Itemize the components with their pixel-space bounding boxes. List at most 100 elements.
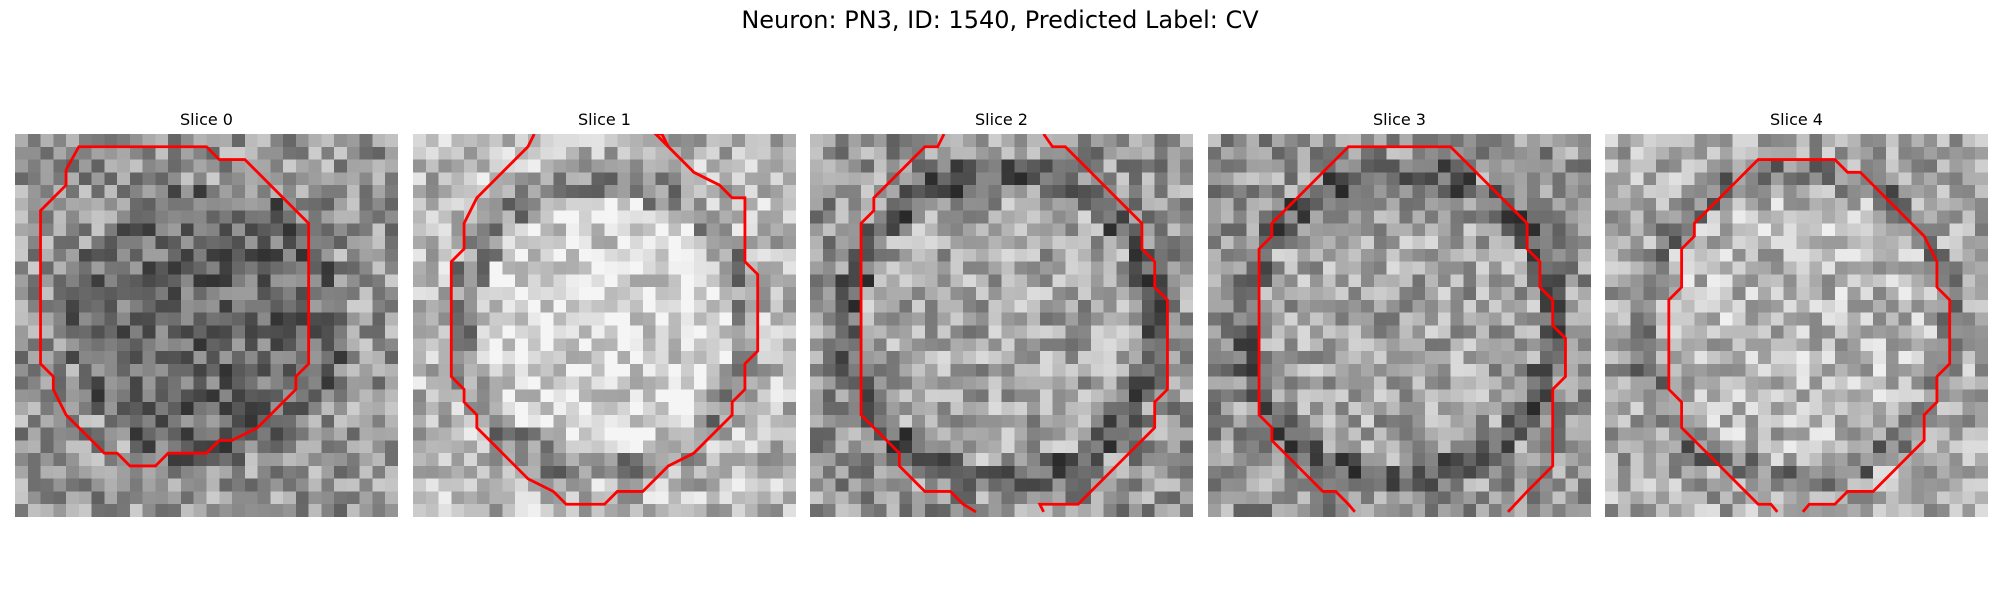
pixel xyxy=(668,198,681,211)
pixel xyxy=(976,274,989,287)
pixel xyxy=(1835,287,1848,300)
pixel xyxy=(1669,185,1682,198)
pixel xyxy=(413,377,426,390)
pixel xyxy=(477,389,490,402)
pixel xyxy=(207,274,220,287)
pixel xyxy=(1297,453,1310,466)
pixel xyxy=(1387,479,1400,492)
pixel xyxy=(707,198,720,211)
pixel xyxy=(1835,466,1848,479)
slice-panel-3: Slice 3 xyxy=(1208,110,1591,520)
pixel xyxy=(719,287,732,300)
pixel xyxy=(477,402,490,415)
pixel xyxy=(15,300,28,313)
pixel xyxy=(1234,364,1247,377)
pixel xyxy=(1707,172,1720,185)
pixel xyxy=(1797,479,1810,492)
pixel xyxy=(1950,351,1963,364)
pixel xyxy=(515,479,528,492)
pixel xyxy=(1540,351,1553,364)
pixel xyxy=(232,313,245,326)
pixel xyxy=(451,453,464,466)
pixel xyxy=(1848,134,1861,147)
pixel xyxy=(426,211,439,224)
pixel xyxy=(347,300,360,313)
pixel xyxy=(1374,223,1387,236)
pixel xyxy=(963,172,976,185)
pixel xyxy=(1246,364,1259,377)
pixel xyxy=(1438,147,1451,160)
pixel xyxy=(579,377,592,390)
pixel xyxy=(1848,338,1861,351)
pixel xyxy=(1745,262,1758,275)
pixel xyxy=(925,147,938,160)
pixel xyxy=(912,236,925,249)
pixel xyxy=(553,453,566,466)
pixel xyxy=(1234,287,1247,300)
pixel xyxy=(1374,236,1387,249)
pixel xyxy=(976,262,989,275)
pixel xyxy=(207,223,220,236)
pixel xyxy=(1975,453,1988,466)
pixel xyxy=(360,300,373,313)
pixel xyxy=(770,326,783,339)
pixel xyxy=(1014,185,1027,198)
pixel xyxy=(1553,236,1566,249)
pixel xyxy=(1259,287,1272,300)
pixel xyxy=(219,377,232,390)
pixel xyxy=(283,134,296,147)
pixel xyxy=(1720,326,1733,339)
pixel xyxy=(1950,428,1963,441)
pixel xyxy=(887,274,900,287)
pixel xyxy=(1618,160,1631,173)
pixel xyxy=(1221,440,1234,453)
pixel xyxy=(1234,134,1247,147)
pixel xyxy=(668,415,681,428)
pixel xyxy=(643,160,656,173)
pixel xyxy=(79,262,92,275)
pixel xyxy=(477,415,490,428)
pixel xyxy=(528,440,541,453)
pixel xyxy=(477,160,490,173)
pixel xyxy=(1323,172,1336,185)
pixel xyxy=(41,262,54,275)
pixel xyxy=(950,274,963,287)
pixel xyxy=(1078,364,1091,377)
pixel xyxy=(1707,223,1720,236)
pixel xyxy=(1014,223,1027,236)
pixel xyxy=(1053,479,1066,492)
pixel xyxy=(1605,198,1618,211)
pixel xyxy=(477,440,490,453)
pixel xyxy=(143,172,156,185)
pixel xyxy=(1425,147,1438,160)
pixel xyxy=(656,338,669,351)
pixel xyxy=(347,466,360,479)
pixel xyxy=(1078,377,1091,390)
pixel xyxy=(1400,274,1413,287)
pixel xyxy=(592,274,605,287)
pixel xyxy=(1911,134,1924,147)
pixel xyxy=(1911,249,1924,262)
pixel xyxy=(1040,415,1053,428)
pixel xyxy=(79,351,92,364)
pixel xyxy=(617,198,630,211)
pixel xyxy=(1540,172,1553,185)
pixel xyxy=(194,491,207,504)
pixel xyxy=(385,402,398,415)
pixel xyxy=(143,364,156,377)
pixel xyxy=(745,274,758,287)
pixel xyxy=(41,172,54,185)
pixel xyxy=(413,491,426,504)
pixel xyxy=(1425,466,1438,479)
pixel xyxy=(1155,198,1168,211)
pixel xyxy=(912,262,925,275)
pixel xyxy=(1002,453,1015,466)
pixel xyxy=(181,160,194,173)
pixel xyxy=(1065,479,1078,492)
pixel xyxy=(1950,223,1963,236)
pixel xyxy=(1348,160,1361,173)
pixel xyxy=(681,415,694,428)
pixel xyxy=(976,147,989,160)
pixel xyxy=(770,300,783,313)
pixel xyxy=(245,211,258,224)
